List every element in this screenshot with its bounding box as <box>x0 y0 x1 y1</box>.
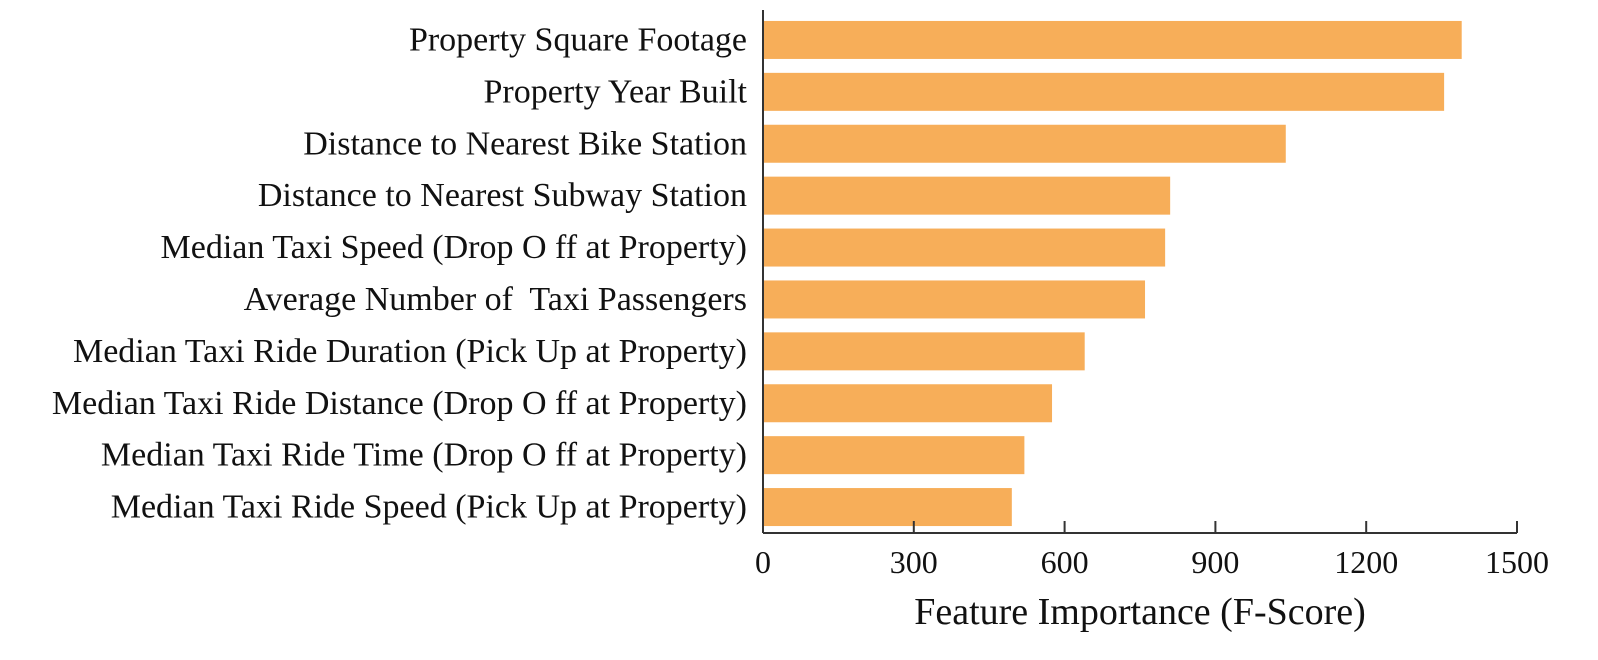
bar <box>763 280 1146 319</box>
category-labels: Property Square Footage Property Year Bui… <box>52 21 748 525</box>
category-label: Median Taxi Ride Time (Drop O ff at Prop… <box>101 437 747 474</box>
x-axis: 0 300 600 900 1200 1500 <box>755 10 1549 580</box>
category-label: Median Taxi Ride Distance (Drop O ff at … <box>52 385 747 422</box>
bar <box>763 72 1445 111</box>
x-tick-label: 300 <box>890 544 938 580</box>
bar <box>763 124 1286 163</box>
x-axis-title: Feature Importance (F-Score) <box>914 591 1366 633</box>
bar <box>763 332 1085 371</box>
category-label: Median Taxi Ride Duration (Pick Up at Pr… <box>73 333 747 370</box>
bar <box>763 228 1166 267</box>
category-label: Average Number of Taxi Passengers <box>244 281 747 318</box>
bar <box>763 488 1012 527</box>
x-tick-label: 0 <box>755 544 771 580</box>
category-label: Median Taxi Speed (Drop O ff at Property… <box>161 229 748 266</box>
bar <box>763 384 1053 423</box>
x-axis-ticks: 0 300 600 900 1200 1500 <box>755 521 1549 580</box>
x-tick-label: 1500 <box>1485 544 1549 580</box>
x-tick-label: 1200 <box>1334 544 1398 580</box>
x-tick-label: 600 <box>1041 544 1089 580</box>
bar <box>763 20 1462 59</box>
category-label: Distance to Nearest Bike Station <box>303 125 747 162</box>
category-label: Median Taxi Ride Speed (Pick Up at Prope… <box>111 489 747 526</box>
x-tick-label: 900 <box>1191 544 1239 580</box>
bar <box>763 436 1025 475</box>
bars-layer <box>763 20 1462 527</box>
category-label: Distance to Nearest Subway Station <box>258 177 747 214</box>
category-label: Property Year Built <box>484 73 748 110</box>
bar <box>763 176 1171 215</box>
category-label: Property Square Footage <box>409 21 747 58</box>
